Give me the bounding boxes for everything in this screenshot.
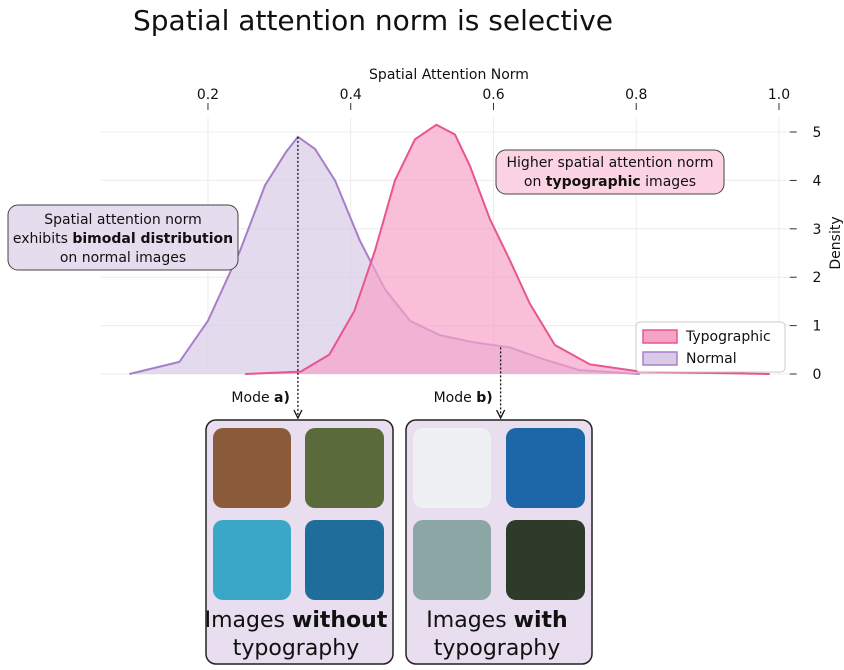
y-tick-label: 4 xyxy=(813,173,822,189)
annotation-text: bimodal distribution xyxy=(72,231,233,247)
mode-arrow xyxy=(293,409,303,420)
y-tick-label: 2 xyxy=(813,270,822,286)
panel-title-text: without xyxy=(292,608,388,633)
x-tick-label: 0.4 xyxy=(340,87,362,103)
panel-title: typography xyxy=(434,636,561,661)
panel-title: Images with xyxy=(426,608,567,633)
mode-label-text: a) xyxy=(274,390,290,406)
x-tick-label: 0.2 xyxy=(197,87,219,103)
annotation: Spatial attention norm xyxy=(44,212,202,228)
legend-swatch xyxy=(642,329,678,344)
mode-label-text: b) xyxy=(476,390,492,406)
annotation-text: images xyxy=(641,174,696,190)
mode-label-text: Mode xyxy=(231,390,274,406)
chart-title: Spatial attention norm is selective xyxy=(133,4,613,37)
annotation-text: on normal images xyxy=(60,250,186,266)
x-tick-label: 0.8 xyxy=(625,87,647,103)
density-area xyxy=(245,123,770,375)
panel-title-text: Images xyxy=(426,608,513,633)
annotation-text: Higher spatial attention norm xyxy=(507,155,714,171)
annotation-text: typographic xyxy=(546,174,641,190)
annotation: Higher spatial attention norm xyxy=(507,155,714,171)
annotation: exhibits bimodal distribution xyxy=(13,231,233,247)
legend: Typographic Normal xyxy=(635,321,786,373)
legend-swatch xyxy=(642,351,678,366)
y-tick-label: 0 xyxy=(813,367,822,383)
marks xyxy=(129,123,770,420)
y-tick-label: 5 xyxy=(813,125,822,141)
panel-title: Images without xyxy=(205,608,388,633)
legend-label: Typographic xyxy=(685,329,771,345)
annotation-text: Spatial attention norm xyxy=(44,212,202,228)
annotation-text: on xyxy=(524,174,546,190)
panel-title: typography xyxy=(233,636,360,661)
x-tick-label: 0.6 xyxy=(482,87,504,103)
mode-label: Mode a) xyxy=(231,390,289,406)
y-axis-label: Density xyxy=(828,216,844,269)
panel: Images with typography xyxy=(405,419,593,665)
y-tick-label: 1 xyxy=(813,319,822,335)
panel-title-text: with xyxy=(514,608,568,633)
y-tick-label: 3 xyxy=(813,222,822,238)
annotation: on typographic images xyxy=(524,174,696,190)
mode-arrow xyxy=(496,409,506,420)
panel: Images without typography xyxy=(205,419,394,665)
mode-label: Mode b) xyxy=(434,390,493,406)
annotation-box xyxy=(495,149,725,195)
x-axis-label: Spatial Attention Norm xyxy=(369,67,529,83)
legend-label: Normal xyxy=(686,351,737,367)
panel-title-text: Images xyxy=(205,608,292,633)
annotation-text: exhibits xyxy=(13,231,72,247)
annotation: on normal images xyxy=(60,250,186,266)
mode-label-text: Mode xyxy=(434,390,477,406)
annotation-box xyxy=(7,204,239,271)
x-tick-label: 1.0 xyxy=(768,87,790,103)
